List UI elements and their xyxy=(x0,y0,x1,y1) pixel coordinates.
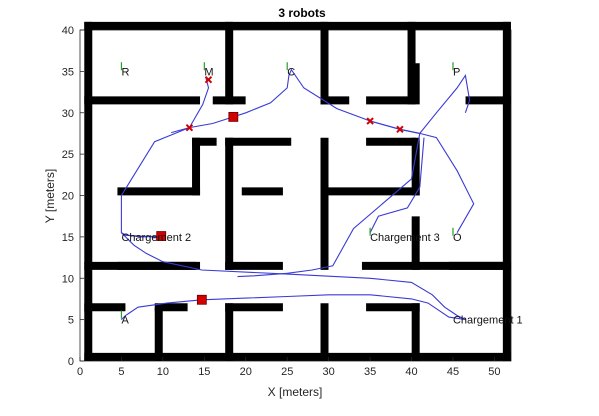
y-tick-label: 20 xyxy=(62,191,74,203)
y-tick-label: 15 xyxy=(62,232,74,244)
robot-path xyxy=(419,74,471,134)
x-axis-label: X [meters] xyxy=(268,385,323,399)
x-tick-label: 5 xyxy=(118,366,124,378)
y-axis-label: Y [meters] xyxy=(43,169,57,223)
y-tick-label: 0 xyxy=(68,356,74,368)
location-label: C xyxy=(287,66,295,78)
x-tick-label: 15 xyxy=(198,366,210,378)
cross-marker xyxy=(204,75,213,84)
robot-path xyxy=(369,137,425,233)
x-axis-ticks: 0 5 10 15 20 25 30 35 40 45 50 xyxy=(77,357,501,378)
robot-path xyxy=(121,294,466,321)
robot-marker xyxy=(196,294,207,305)
markers xyxy=(120,62,454,319)
y-tick-label: 25 xyxy=(62,149,74,161)
location-label: Chargement 2 xyxy=(121,232,191,244)
x-tick-label: 25 xyxy=(281,366,293,378)
y-tick-label: 10 xyxy=(62,273,74,285)
robot-path xyxy=(121,232,466,321)
x-tick-label: 35 xyxy=(364,366,376,378)
y-tick-label: 30 xyxy=(62,108,74,120)
x-tick-label: 45 xyxy=(447,366,459,378)
cross-marker xyxy=(396,125,404,134)
x-tick-label: 0 xyxy=(77,366,83,378)
y-axis-ticks: 0 5 10 15 20 25 30 35 40 xyxy=(62,25,84,368)
location-labels: R M C P Chargement 2 Chargement 3 O A Chargement… xyxy=(121,66,522,326)
x-tick-label: 10 xyxy=(157,366,169,378)
location-label: R xyxy=(121,66,129,78)
y-tick-label: 40 xyxy=(62,25,74,37)
location-label: P xyxy=(453,66,460,78)
x-tick-label: 50 xyxy=(488,366,500,378)
y-tick-label: 5 xyxy=(68,315,74,327)
robot-marker xyxy=(228,111,239,122)
location-label: Chargement 3 xyxy=(370,232,440,244)
plot-area xyxy=(79,29,512,362)
location-label: A xyxy=(121,315,129,327)
robot-paths xyxy=(120,68,475,321)
x-tick-label: 30 xyxy=(323,366,335,378)
x-tick-label: 40 xyxy=(405,366,417,378)
location-label: M xyxy=(204,66,213,78)
cross-marker xyxy=(185,123,194,132)
robot-path xyxy=(171,116,234,134)
chart-title: 3 robots xyxy=(278,6,326,20)
x-tick-label: 20 xyxy=(240,366,252,378)
robot-marker xyxy=(156,231,167,241)
cross-marker xyxy=(366,117,374,125)
y-tick-label: 35 xyxy=(62,66,74,78)
location-label: O xyxy=(453,232,462,244)
axes xyxy=(79,29,512,362)
location-label: Chargement 1 xyxy=(453,315,523,327)
